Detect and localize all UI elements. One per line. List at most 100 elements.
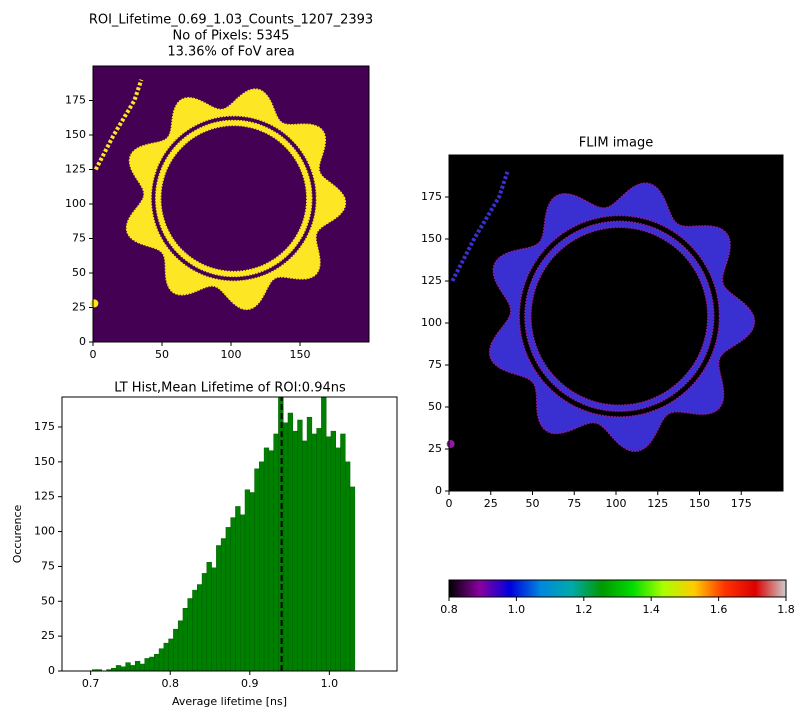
x-tick-label: 50: [526, 497, 540, 510]
roi-ring: [125, 88, 347, 311]
bar: [249, 492, 255, 672]
roi-ring: [488, 182, 756, 453]
bar: [187, 598, 193, 672]
bar: [206, 561, 212, 672]
bar: [220, 538, 227, 672]
y-axis-label: Occurence: [11, 504, 24, 563]
bar: [345, 461, 351, 672]
x-tick-label: 1.0: [508, 603, 526, 616]
bar: [330, 430, 336, 672]
x-tick-label: 1.2: [575, 603, 593, 616]
x-tick-label: 1.4: [642, 603, 660, 616]
x-tick-label: 0: [90, 348, 97, 361]
bar: [273, 433, 279, 672]
roi-streak: [93, 79, 144, 171]
bar: [216, 545, 222, 672]
y-tick-label: 100: [34, 525, 55, 538]
bar: [335, 447, 341, 672]
bar: [125, 662, 131, 672]
bar: [311, 433, 317, 672]
y-tick-label: 175: [34, 420, 55, 433]
x-tick-label: 0.7: [82, 677, 100, 690]
x-tick-label: 175: [731, 497, 752, 510]
bar: [211, 567, 217, 672]
x-tick-label: 0.8: [440, 603, 458, 616]
y-tick-label: 75: [72, 232, 86, 245]
bar: [197, 584, 203, 672]
bar: [306, 416, 313, 672]
bar: [239, 514, 246, 672]
x-tick-label: 0: [446, 497, 453, 510]
y-tick-label: 0: [79, 335, 86, 348]
bar: [130, 665, 136, 672]
y-tick-label: 50: [41, 594, 55, 607]
bar: [182, 608, 188, 672]
bar: [259, 461, 265, 672]
axes-frame: [61, 396, 398, 672]
bar: [115, 665, 122, 672]
bar: [144, 658, 150, 672]
y-tick-label: 0: [48, 664, 55, 677]
bar: [173, 628, 179, 672]
chart-title: LT Hist,Mean Lifetime of ROI:0.94ns: [114, 381, 346, 396]
bar: [120, 666, 126, 672]
bar: [282, 422, 289, 672]
chart-title: ROI_Lifetime_0.69_1.03_Counts_1207_2393: [89, 13, 373, 28]
y-tick-label: 50: [428, 400, 442, 413]
y-tick-label: 25: [428, 442, 442, 455]
bar: [321, 397, 327, 672]
y-tick-label: 0: [435, 484, 442, 497]
bar: [349, 486, 356, 672]
x-tick-label: 0.9: [241, 677, 259, 690]
bar: [149, 656, 155, 672]
x-tick-label: 25: [484, 497, 498, 510]
roi-blob: [446, 439, 455, 448]
y-tick-label: 150: [421, 232, 442, 245]
x-tick-label: 1.6: [710, 603, 728, 616]
bar: [316, 428, 322, 672]
bar: [192, 589, 198, 672]
bar: [225, 527, 231, 672]
bar: [325, 436, 332, 672]
bar: [302, 440, 308, 672]
bar: [263, 447, 270, 672]
bar: [292, 430, 298, 672]
y-tick-label: 175: [65, 94, 86, 107]
chart-title: FLIM image: [579, 136, 653, 151]
roi-blob: [90, 299, 99, 308]
chart-title: No of Pixels: 5345: [173, 29, 290, 44]
y-tick-label: 175: [421, 190, 442, 203]
x-tick-label: 125: [647, 497, 668, 510]
y-tick-label: 75: [41, 559, 55, 572]
x-tick-label: 150: [689, 497, 710, 510]
y-tick-label: 150: [65, 128, 86, 141]
bar: [235, 506, 241, 672]
y-tick-label: 125: [65, 163, 86, 176]
bar: [254, 468, 260, 672]
y-tick-label: 150: [34, 455, 55, 468]
x-tick-label: 150: [290, 348, 311, 361]
x-tick-label: 50: [155, 348, 169, 361]
y-tick-label: 25: [41, 629, 55, 642]
bar: [340, 433, 346, 672]
bar: [297, 419, 303, 672]
x-tick-label: 100: [221, 348, 242, 361]
bar: [158, 648, 165, 672]
bar: [268, 450, 274, 672]
bar: [287, 412, 294, 672]
chart-title: 13.36% of FoV area: [167, 45, 294, 60]
bar: [134, 660, 141, 672]
y-tick-label: 100: [65, 197, 86, 210]
y-tick-label: 50: [72, 266, 86, 279]
bar: [163, 642, 169, 672]
y-tick-label: 75: [428, 358, 442, 371]
bar: [139, 663, 146, 672]
bar: [154, 654, 160, 672]
y-tick-label: 125: [34, 490, 55, 503]
x-axis-label: Average lifetime [ns]: [172, 695, 287, 708]
y-tick-label: 125: [421, 274, 442, 287]
bar: [177, 620, 184, 672]
x-tick-label: 1.8: [777, 603, 795, 616]
x-tick-label: 1.0: [321, 677, 339, 690]
